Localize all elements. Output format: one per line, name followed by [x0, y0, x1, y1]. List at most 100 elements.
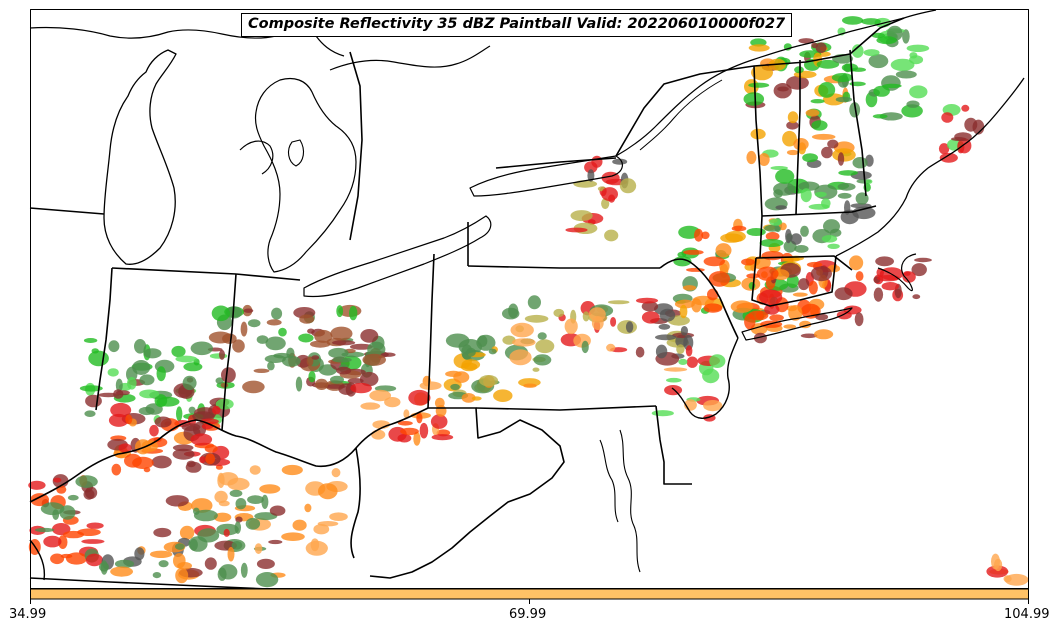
- reflectivity-blob: [403, 409, 410, 419]
- reflectivity-blob: [259, 484, 281, 494]
- reflectivity-blob: [215, 377, 224, 385]
- reflectivity-blob: [317, 521, 339, 527]
- reflectivity-blob: [902, 29, 910, 44]
- reflectivity-blob: [854, 312, 864, 327]
- reflectivity-blob: [493, 389, 513, 403]
- reflectivity-blob: [81, 539, 105, 544]
- reflectivity-blob: [827, 243, 840, 249]
- reflectivity-blob: [798, 181, 820, 191]
- reflectivity-blob: [430, 414, 448, 429]
- reflectivity-blob: [115, 378, 123, 392]
- reflectivity-blob: [872, 114, 888, 119]
- reflectivity-blob: [458, 339, 483, 355]
- reflectivity-blob: [362, 353, 387, 366]
- reflectivity-blob: [190, 433, 213, 446]
- reflectivity-blob: [305, 540, 328, 556]
- reflectivity-blob: [765, 231, 780, 241]
- reflectivity-blob: [227, 477, 250, 491]
- reflectivity-blob: [214, 490, 228, 503]
- reflectivity-blob: [304, 503, 312, 513]
- reflectivity-blob: [85, 394, 102, 408]
- lake-ontario-outline: [469, 155, 623, 197]
- reflectivity-blob: [655, 344, 668, 359]
- reflectivity-blob: [750, 128, 766, 140]
- reflectivity-blob: [510, 322, 534, 338]
- reflectivity-blob: [849, 255, 864, 271]
- reflectivity-blob: [227, 546, 235, 562]
- reflectivity-blob: [815, 313, 829, 321]
- reflectivity-blob: [217, 567, 227, 581]
- reflectivity-blob: [785, 229, 792, 244]
- reflectivity-blob: [636, 297, 658, 304]
- colorbar: [30, 588, 1029, 600]
- reflectivity-blob: [841, 63, 859, 72]
- reflectivity-blob: [211, 305, 231, 322]
- reflectivity-blob: [152, 572, 162, 579]
- chesapeake-bay: [599, 429, 641, 573]
- reflectivity-blob: [86, 522, 104, 529]
- reflectivity-blob: [827, 139, 839, 149]
- reflectivity-blob: [746, 273, 760, 279]
- reflectivity-blob: [954, 132, 972, 142]
- reflectivity-blob: [349, 305, 358, 321]
- reflectivity-blob: [821, 146, 833, 159]
- reflectivity-blob: [199, 456, 206, 464]
- reflectivity-blob: [332, 357, 352, 363]
- reflectivity-blob: [855, 271, 864, 282]
- reflectivity-blob: [686, 267, 705, 272]
- reflectivity-blob: [369, 389, 392, 402]
- reflectivity-blob: [65, 552, 88, 565]
- reflectivity-blob: [83, 489, 95, 500]
- reflectivity-blob: [906, 100, 920, 108]
- reflectivity-blob: [295, 354, 311, 368]
- michigan-ohio-border: [235, 273, 301, 281]
- reflectivity-blob: [461, 393, 476, 403]
- reflectivity-blob: [88, 350, 109, 367]
- reflectivity-blob: [746, 228, 766, 236]
- reflectivity-blob: [232, 339, 245, 353]
- reflectivity-blob: [532, 367, 540, 372]
- reflectivity-blob: [911, 263, 927, 277]
- reflectivity-blob: [212, 405, 221, 415]
- reflectivity-blob: [783, 324, 796, 329]
- connecticut-outline: [751, 255, 837, 307]
- reflectivity-blob: [770, 166, 788, 170]
- reflectivity-blob: [570, 210, 593, 222]
- maryland-delaware-border: [655, 405, 692, 485]
- reflectivity-blob: [445, 370, 462, 377]
- reflectivity-blob: [371, 429, 386, 440]
- reflectivity-blob: [347, 378, 364, 384]
- reflectivity-blob: [108, 413, 129, 427]
- reflectivity-blob: [132, 360, 151, 375]
- reflectivity-blob: [400, 427, 419, 436]
- reflectivity-blob: [175, 355, 198, 363]
- reflectivity-blob: [261, 494, 269, 509]
- reflectivity-blob: [123, 453, 142, 468]
- reflectivity-blob: [139, 374, 155, 386]
- reflectivity-blob: [84, 410, 96, 418]
- reflectivity-blob: [154, 416, 172, 428]
- reflectivity-blob: [731, 225, 747, 232]
- reflectivity-blob: [220, 382, 229, 388]
- reflectivity-blob: [247, 495, 264, 504]
- reflectivity-blob: [271, 307, 283, 320]
- reflectivity-blob: [221, 367, 236, 383]
- reflectivity-blob: [836, 310, 852, 320]
- reflectivity-blob: [606, 343, 616, 352]
- reflectivity-blob: [658, 323, 671, 330]
- reflectivity-blob: [295, 376, 303, 392]
- reflectivity-blob: [360, 329, 379, 343]
- reflectivity-blob: [748, 44, 770, 52]
- reflectivity-blob: [659, 308, 676, 322]
- reflectivity-blob: [679, 304, 688, 319]
- reflectivity-blob: [782, 130, 797, 147]
- reflectivity-blob: [331, 468, 341, 478]
- reflectivity-blob: [431, 434, 454, 441]
- reflectivity-blob: [902, 271, 916, 283]
- reflectivity-blob: [408, 389, 431, 406]
- reflectivity-blob: [419, 422, 429, 439]
- reflectivity-blob: [835, 96, 853, 103]
- reflectivity-blob: [792, 292, 808, 297]
- reflectivity-blob: [837, 152, 845, 166]
